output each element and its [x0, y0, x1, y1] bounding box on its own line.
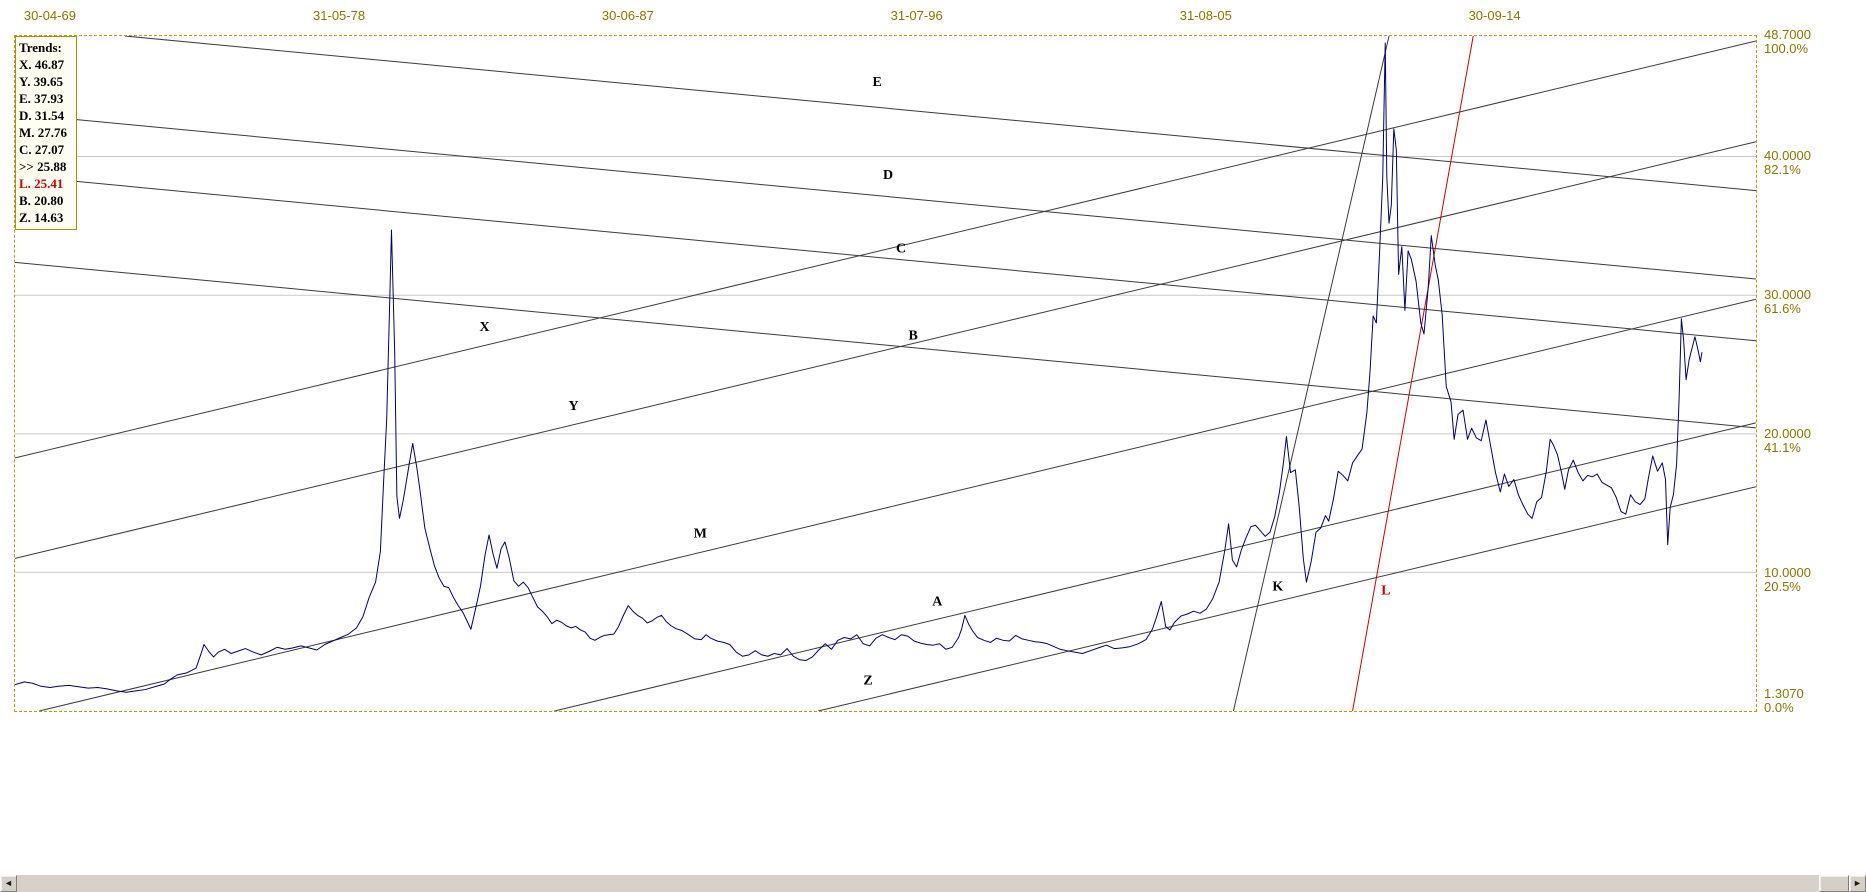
trendline-B[interactable] [15, 261, 1756, 429]
y-axis-tick-label: 30.0000 61.6% [1764, 286, 1811, 316]
legend-item: X. 46.87 [19, 57, 65, 72]
trendline-label-B: B [908, 329, 917, 344]
x-axis-tick-label: 30-04-69 [23, 8, 76, 23]
trendline-label-M: M [694, 527, 707, 542]
scrollbar-track[interactable] [17, 875, 1849, 892]
price-series-line [15, 42, 1703, 693]
trendline-label-C: C [896, 241, 906, 256]
x-axis-tick-label: 31-08-05 [1179, 8, 1232, 23]
trendline-label-L: L [1381, 584, 1390, 599]
trendline-M[interactable] [39, 298, 1756, 711]
trendline-C[interactable] [15, 175, 1756, 342]
trendline-X[interactable] [15, 40, 1756, 459]
legend-item: C. 27.07 [19, 142, 65, 157]
trendline-D[interactable] [15, 113, 1756, 280]
trends-legend: Trends: X. 46.87 Y. 39.65 E. 37.93 D. 31.54… [15, 36, 78, 230]
trendline-A[interactable] [554, 422, 1756, 711]
scroll-right-button[interactable]: ► [1849, 875, 1866, 892]
y-axis-tick-label: 40.0000 82.1% [1764, 147, 1811, 177]
x-axis-tick-label: 31-05-78 [313, 8, 366, 23]
trendline-Z[interactable] [818, 486, 1756, 711]
legend-title: Trends: [19, 40, 62, 55]
trendline-label-Y: Y [569, 399, 579, 414]
trendline-label-Z: Z [863, 674, 872, 689]
trendline-Y[interactable] [15, 141, 1756, 559]
trendline-L[interactable] [1352, 36, 1474, 711]
horizontal-scrollbar[interactable]: ◄ ► [0, 875, 1866, 892]
legend-item: M. 27.76 [19, 125, 68, 140]
x-axis-tick-label: 30-09-14 [1468, 8, 1521, 23]
legend-item: B. 20.80 [19, 193, 64, 208]
legend-item-list: X. 46.87 Y. 39.65 E. 37.93 D. 31.54 M. 27.76… [19, 56, 67, 226]
trendline-E[interactable] [124, 36, 1756, 192]
legend-item: Z. 14.63 [19, 210, 64, 225]
trendline-label-D: D [883, 168, 893, 183]
scrollbar-thumb[interactable] [1819, 875, 1849, 892]
y-axis-tick-label: 1.3070 0.0% [1764, 685, 1804, 715]
left-arrow-icon: ◄ [4, 878, 13, 888]
trendline-label-E: E [873, 75, 882, 90]
y-axis-tick-label: 48.7000 100.0% [1764, 27, 1811, 56]
trendline-K[interactable] [1232, 36, 1390, 711]
trendline-label-A: A [932, 595, 942, 610]
legend-item: >> 25.88 [19, 159, 67, 174]
legend-item: L. 25.41 [19, 176, 64, 191]
trendline-label-K: K [1272, 579, 1283, 594]
legend-item: D. 31.54 [19, 108, 65, 123]
legend-item: E. 37.93 [19, 91, 64, 106]
legend-item: Y. 39.65 [19, 74, 63, 89]
y-axis-tick-label: 20.0000 41.1% [1764, 425, 1811, 455]
scroll-left-button[interactable]: ◄ [0, 875, 17, 892]
y-axis-tick-label: 10.0000 20.5% [1764, 564, 1811, 594]
x-axis-tick-label: 31-07-96 [890, 8, 943, 23]
right-arrow-icon: ► [1853, 878, 1862, 888]
plot-area[interactable]: X Y M A Z E D C B K L [14, 35, 1757, 712]
x-axis-tick-label: 30-06-87 [601, 8, 654, 23]
trendline-label-X: X [480, 320, 490, 335]
chart-canvas[interactable]: X Y M A Z E D C B K L [15, 36, 1756, 711]
